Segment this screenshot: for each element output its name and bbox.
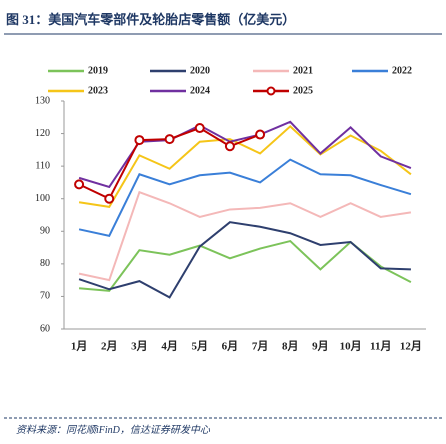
x-tick-label: 8月 xyxy=(282,340,299,353)
y-tick-label: 100 xyxy=(35,193,50,204)
x-tick-label: 3月 xyxy=(131,340,148,353)
point-marker xyxy=(134,135,145,146)
point-marker xyxy=(224,141,235,152)
y-tick-label: 130 xyxy=(35,95,50,106)
point-marker xyxy=(104,193,115,204)
legend-label: 2025 xyxy=(293,85,313,96)
series-line xyxy=(78,221,411,299)
y-tick-label: 60 xyxy=(40,323,50,334)
x-tick-label: 6月 xyxy=(222,340,239,353)
y-tick-label: 110 xyxy=(35,160,50,171)
legend-marker xyxy=(266,86,276,96)
legend-label: 2021 xyxy=(293,65,313,76)
x-tick-label: 5月 xyxy=(192,340,209,353)
x-tick-label: 4月 xyxy=(161,340,178,353)
series-line xyxy=(78,125,412,208)
y-tick-label: 90 xyxy=(40,226,50,237)
source: 资料来源：同花顺iFinD，信达证券研发中心 xyxy=(16,424,211,436)
x-tick-label: 10月 xyxy=(340,340,362,353)
x-tick-label: 1月 xyxy=(71,340,88,353)
series-line xyxy=(78,190,412,282)
y-tick-label: 70 xyxy=(40,291,50,302)
series-line xyxy=(78,158,412,237)
legend-label: 2024 xyxy=(190,85,210,96)
x-tick-label: 7月 xyxy=(252,340,269,353)
y-tick-label: 120 xyxy=(35,128,50,139)
chart-title: 图 31：美国汽车零部件及轮胎店零售额（亿美元） xyxy=(6,12,295,27)
y-tick-label: 80 xyxy=(40,258,50,269)
point-marker xyxy=(74,179,85,190)
legend-label: 2022 xyxy=(392,65,412,76)
x-tick-label: 9月 xyxy=(312,340,329,353)
x-tick-label: 11月 xyxy=(370,340,391,353)
x-tick-label: 12月 xyxy=(400,340,422,353)
point-marker xyxy=(164,134,175,145)
legend-label: 2019 xyxy=(88,65,108,76)
legend-label: 2023 xyxy=(88,85,108,96)
point-marker xyxy=(255,129,266,140)
point-marker xyxy=(194,123,205,134)
legend-label: 2020 xyxy=(190,65,210,76)
x-tick-label: 2月 xyxy=(101,340,118,353)
